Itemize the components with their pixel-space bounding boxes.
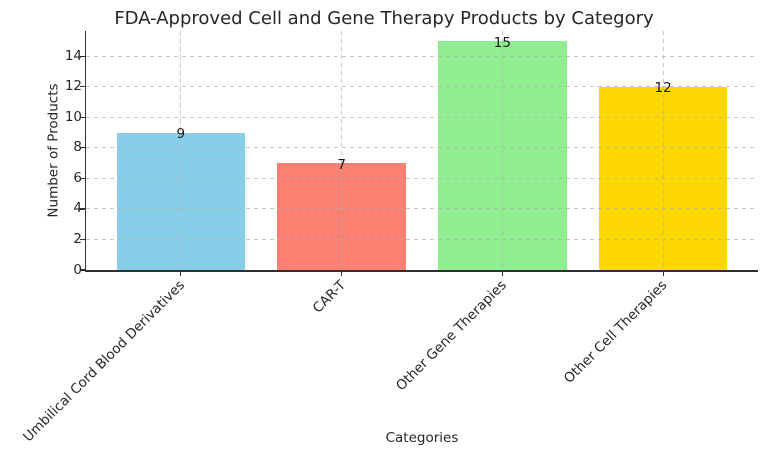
y-tick-6 — [80, 177, 85, 180]
y-tick-label-14: 14 — [64, 47, 82, 64]
y-axis-spine — [84, 31, 86, 272]
y-tick-14 — [80, 55, 85, 57]
chart-title: FDA-Approved Cell and Gene Therapy Produ… — [114, 8, 654, 29]
y-tick-label-4: 4 — [73, 200, 82, 217]
bar-value-label-other-cell-therapies: 12 — [654, 80, 672, 97]
y-tick-10 — [80, 116, 85, 118]
x-axis-spine — [86, 269, 758, 272]
y-tick-12 — [80, 86, 85, 88]
x-tick-label-text: Other Gene Therapies — [393, 277, 510, 395]
y-tick-8 — [80, 147, 85, 149]
bar-other-gene-therapies — [438, 41, 567, 270]
bar-value-label-car-t: 7 — [337, 156, 346, 173]
x-tick-other-gene-therapies — [501, 271, 503, 276]
bar-value-label-other-gene-therapies: 15 — [493, 34, 511, 51]
y-tick-2 — [80, 238, 85, 241]
x-tick-label-text: Umbilical Cord Blood Derivatives — [20, 277, 189, 446]
y-tick-label-6: 6 — [73, 169, 82, 186]
x-tick-umbilical-cord-blood-derivatives — [180, 271, 182, 276]
x-tick-label-text: Other Cell Therapies — [561, 277, 671, 387]
x-tick-label-text: CAR-T — [310, 277, 350, 317]
bar-other-cell-therapies — [598, 86, 728, 270]
bar-umbilical-cord-blood-derivatives — [116, 132, 246, 270]
bar-car-t — [277, 163, 406, 270]
y-tick-label-0: 0 — [73, 261, 82, 278]
y-tick-0 — [80, 269, 85, 271]
y-tick-label-8: 8 — [73, 139, 82, 156]
x-tick-car-t — [341, 271, 343, 276]
y-tick-label-12: 12 — [64, 78, 82, 95]
y-tick-label-10: 10 — [64, 108, 82, 125]
gridline-y-14 — [86, 55, 758, 57]
x-tick-other-cell-therapies — [662, 271, 664, 276]
y-tick-label-2: 2 — [73, 230, 82, 247]
x-axis-title: Categories — [385, 430, 459, 446]
y-tick-4 — [80, 208, 85, 210]
bar-value-label-umbilical-cord-blood-derivatives: 9 — [176, 126, 186, 143]
